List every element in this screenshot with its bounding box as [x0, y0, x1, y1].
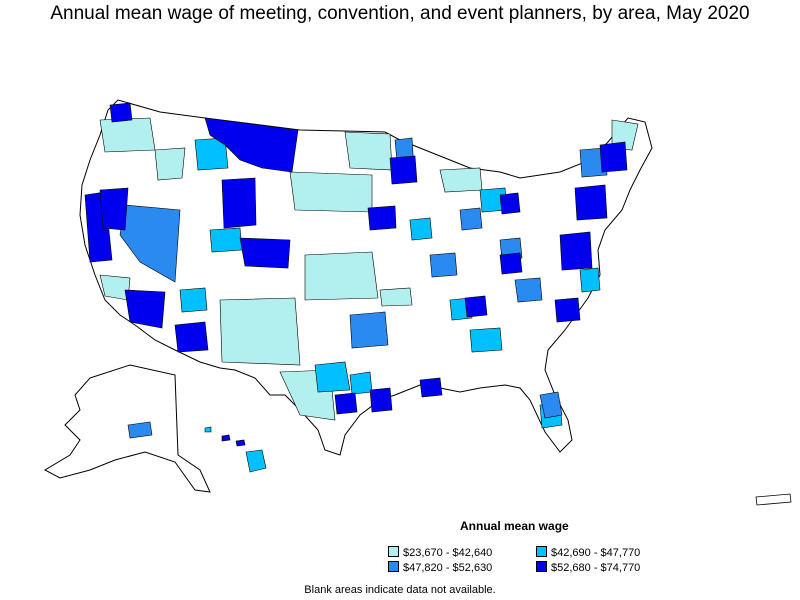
legend-swatch-4: [536, 561, 547, 572]
regions-tier-3: [119, 137, 608, 419]
puerto-rico: [755, 493, 792, 506]
legend-item-1: $23,670 - $42,640: [388, 546, 492, 560]
regions-tier-1: [99, 117, 639, 421]
regions-tier-4: [84, 102, 628, 415]
legend-swatch-3: [388, 561, 399, 572]
legend-item-3: $47,820 - $52,630: [388, 561, 492, 575]
legend-swatch-2: [536, 546, 547, 557]
footnote: Blank areas indicate data not available.: [304, 584, 496, 596]
alaska-region: [127, 421, 153, 439]
legend-title: Annual mean wage: [460, 519, 569, 533]
hawaii-islands: [204, 426, 267, 473]
legend-swatch-1: [388, 546, 399, 557]
map-title: Annual mean wage of meeting, convention,…: [50, 3, 750, 24]
legend-item-4: $52,680 - $74,770: [536, 561, 640, 575]
legend-item-2: $42,690 - $47,770: [536, 546, 640, 560]
alaska-outline: [43, 364, 211, 493]
